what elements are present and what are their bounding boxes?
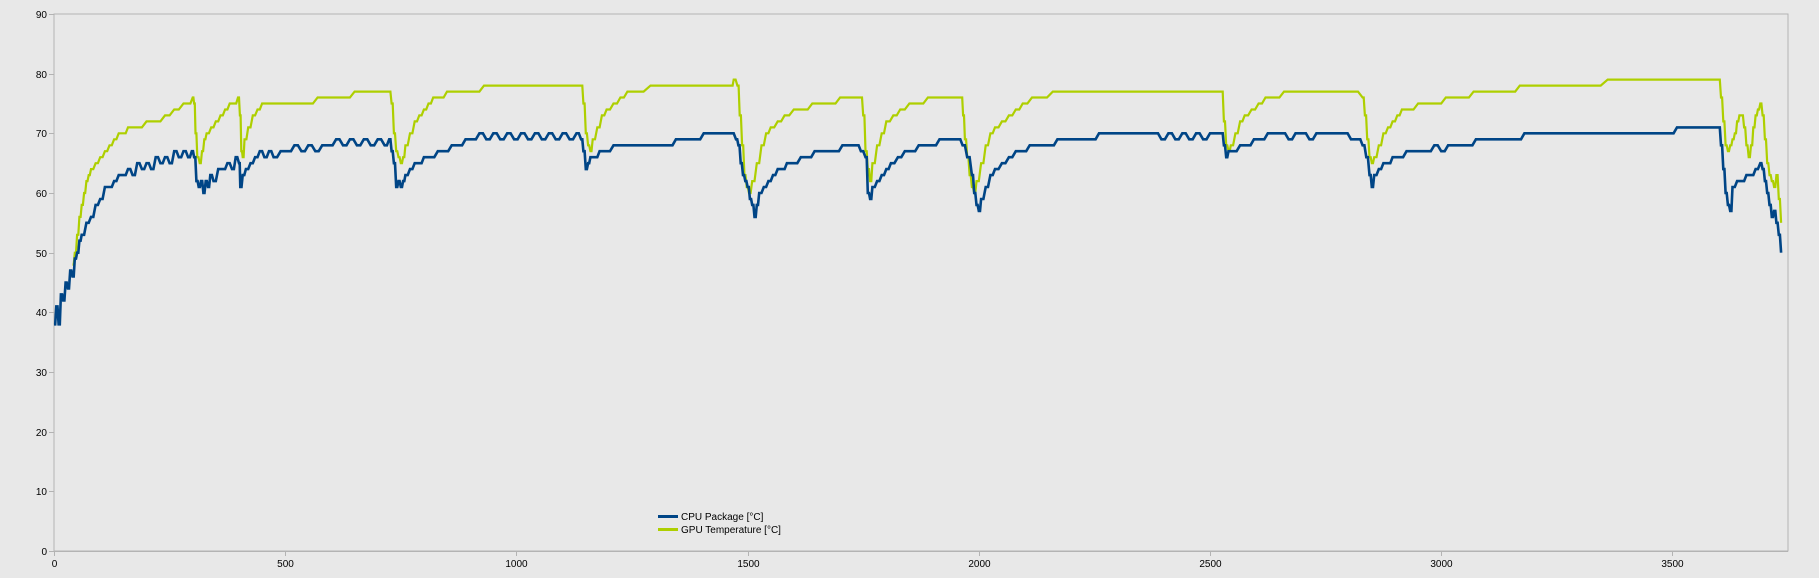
y-tick-label: 70 <box>36 129 48 140</box>
x-tick-label: 0 <box>52 559 58 570</box>
legend-label-cpu-package: CPU Package [°C] <box>681 512 764 523</box>
axes: 0 10 20 30 40 50 60 70 80 90 0 500 1000 1500 2000 2500 3… <box>36 10 1684 570</box>
legend-item-cpu-package: CPU Package [°C] <box>658 512 764 523</box>
y-tick-label: 20 <box>36 428 48 439</box>
x-tick-label: 500 <box>277 559 294 570</box>
series-line-cpu-package <box>53 126 1783 326</box>
y-tick-label: 80 <box>36 70 48 81</box>
x-tick-label: 2500 <box>1199 559 1222 570</box>
y-tick-label: 40 <box>36 308 48 319</box>
legend: CPU Package [°C] GPU Temperature [°C] <box>658 512 781 536</box>
y-tick-label: 10 <box>36 487 48 498</box>
y-tick-label: 90 <box>36 10 48 21</box>
y-tick-label: 60 <box>36 189 48 200</box>
x-tick-label: 1500 <box>737 559 760 570</box>
y-tick-label: 50 <box>36 249 48 260</box>
legend-label-gpu-temperature: GPU Temperature [°C] <box>681 525 781 536</box>
series-line-gpu-temperature <box>72 78 1783 266</box>
legend-item-gpu-temperature: GPU Temperature [°C] <box>658 525 781 536</box>
series-lines <box>53 78 1783 326</box>
x-tick-label: 3000 <box>1430 559 1453 570</box>
y-tick-label: 30 <box>36 368 48 379</box>
x-tick-label: 1000 <box>505 559 528 570</box>
x-tick-label: 2000 <box>968 559 991 570</box>
y-tick-label: 0 <box>41 547 47 558</box>
plot-area-frame <box>53 13 1789 552</box>
x-tick-label: 3500 <box>1661 559 1684 570</box>
